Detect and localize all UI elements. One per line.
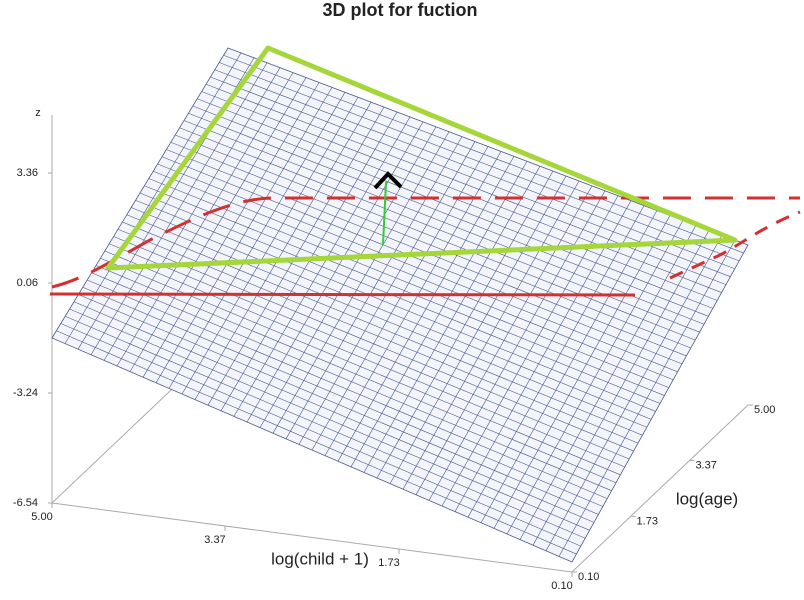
plot: z 3.36 0.06 -3.24 -6.54 5.00 3.37 1.73 0.10 0.10 1… [13, 47, 775, 592]
y-tick-label: 3.37 [695, 459, 716, 471]
x-tick-label: 0.10 [551, 580, 572, 592]
mesh-line [181, 97, 359, 395]
axis-line [571, 404, 749, 573]
green-arrow [382, 181, 387, 246]
mesh-line [157, 163, 678, 373]
mesh-line [103, 67, 281, 361]
mesh-line [233, 116, 411, 417]
mesh-line [223, 54, 744, 254]
green-triangle [105, 45, 738, 271]
mesh-line [219, 62, 740, 262]
annotations [49, 45, 801, 297]
red-line [49, 292, 636, 297]
y-tick-label: 0.10 [578, 571, 599, 583]
mesh-line [272, 131, 450, 434]
red-dashed-curve [669, 210, 801, 280]
mesh-line [298, 141, 476, 445]
mesh-line [259, 126, 437, 428]
mesh-line [139, 192, 661, 404]
z-tick-label: -6.54 [13, 497, 38, 509]
mesh-line [116, 72, 294, 367]
mesh-line [285, 136, 463, 439]
z-tick-label: 0.06 [17, 277, 38, 289]
mesh-line [194, 102, 372, 400]
chart-title: 3D plot for fuction [323, 0, 478, 20]
mesh-line [168, 92, 346, 389]
mesh-line [201, 91, 722, 293]
mesh-line [170, 141, 691, 349]
mesh-line [144, 185, 665, 396]
x-axis-label: log(child + 1) [271, 549, 369, 568]
mesh-line [129, 77, 307, 372]
z-tick-label: -3.24 [13, 387, 38, 399]
axis-line [51, 502, 573, 573]
mesh-line [207, 106, 385, 406]
mesh-line [153, 170, 674, 381]
arrow-head [373, 171, 403, 190]
y-axis-label: log(age) [676, 489, 738, 508]
mesh-line [192, 105, 713, 309]
mesh-line [188, 112, 709, 317]
x-tick-label: 1.73 [378, 557, 399, 569]
mesh-line [214, 69, 735, 270]
mesh-line [205, 83, 727, 285]
mesh-line [161, 156, 683, 365]
surface [51, 47, 749, 563]
y-tick-label: 5.00 [754, 404, 775, 416]
mesh-line [246, 121, 424, 423]
mesh-line [148, 178, 669, 388]
mesh-line [142, 82, 320, 378]
y-tick-label: 1.73 [637, 515, 658, 527]
mesh-line [155, 87, 333, 383]
x-tick-label: 3.37 [204, 534, 225, 546]
z-axis-label: z [35, 107, 41, 119]
mesh-line [197, 98, 718, 301]
x-tick-label: 5.00 [31, 511, 52, 523]
mesh-line [179, 127, 700, 333]
z-tick-label: 3.36 [17, 167, 38, 179]
mesh-line [90, 62, 268, 355]
mesh-line [183, 120, 705, 325]
mesh-line [175, 134, 696, 341]
red-dashed-curve [51, 196, 800, 289]
